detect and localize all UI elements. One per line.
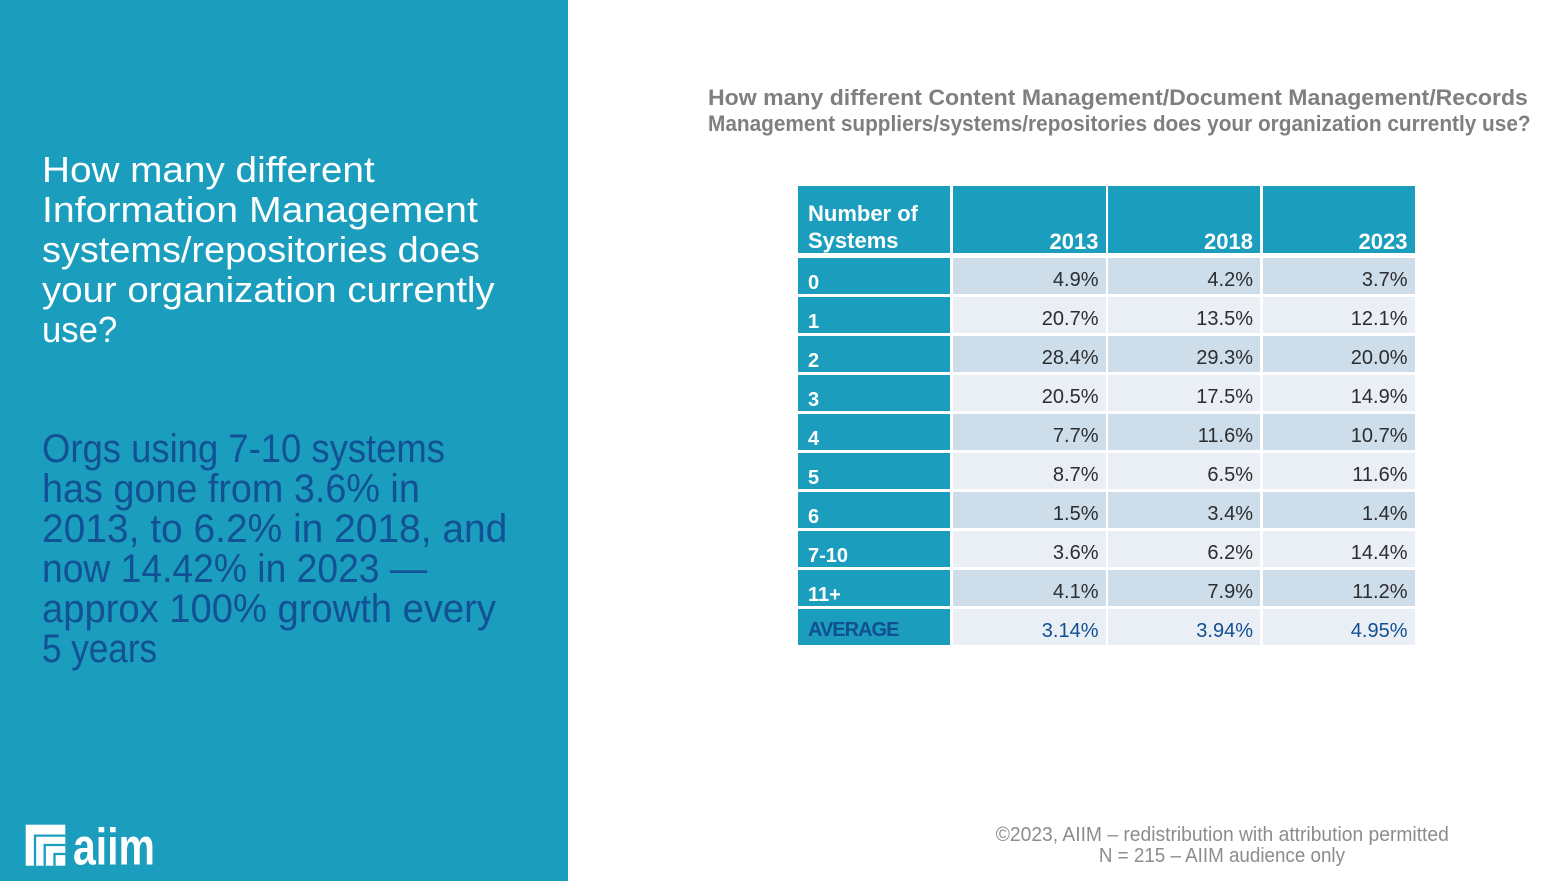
svg-text:aiim: aiim — [73, 824, 155, 868]
